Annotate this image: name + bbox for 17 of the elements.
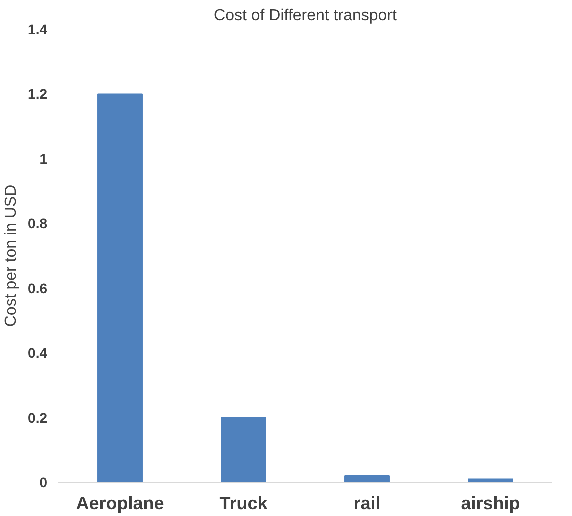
x-tick-label: Aeroplane xyxy=(76,494,164,514)
y-tick-label: 1.2 xyxy=(28,86,48,102)
y-axis-title: Cost per ton in USD xyxy=(3,184,20,328)
x-tick-label: airship xyxy=(461,494,520,514)
bar xyxy=(344,476,390,482)
y-tick-label: 0.8 xyxy=(28,216,48,232)
y-tick-label: 1 xyxy=(40,150,48,167)
bar xyxy=(221,417,266,482)
x-tick-label: Truck xyxy=(220,494,269,514)
bar xyxy=(98,94,143,482)
y-tick-label: 0.4 xyxy=(28,345,48,362)
y-tick-label: 0 xyxy=(40,474,48,490)
y-tick-label: 0.2 xyxy=(28,410,48,426)
chart-title: Cost of Different transport xyxy=(214,8,398,24)
y-tick-label: 1.4 xyxy=(28,22,48,38)
y-tick-label: 0.6 xyxy=(28,280,48,296)
x-tick-label: rail xyxy=(354,494,381,514)
